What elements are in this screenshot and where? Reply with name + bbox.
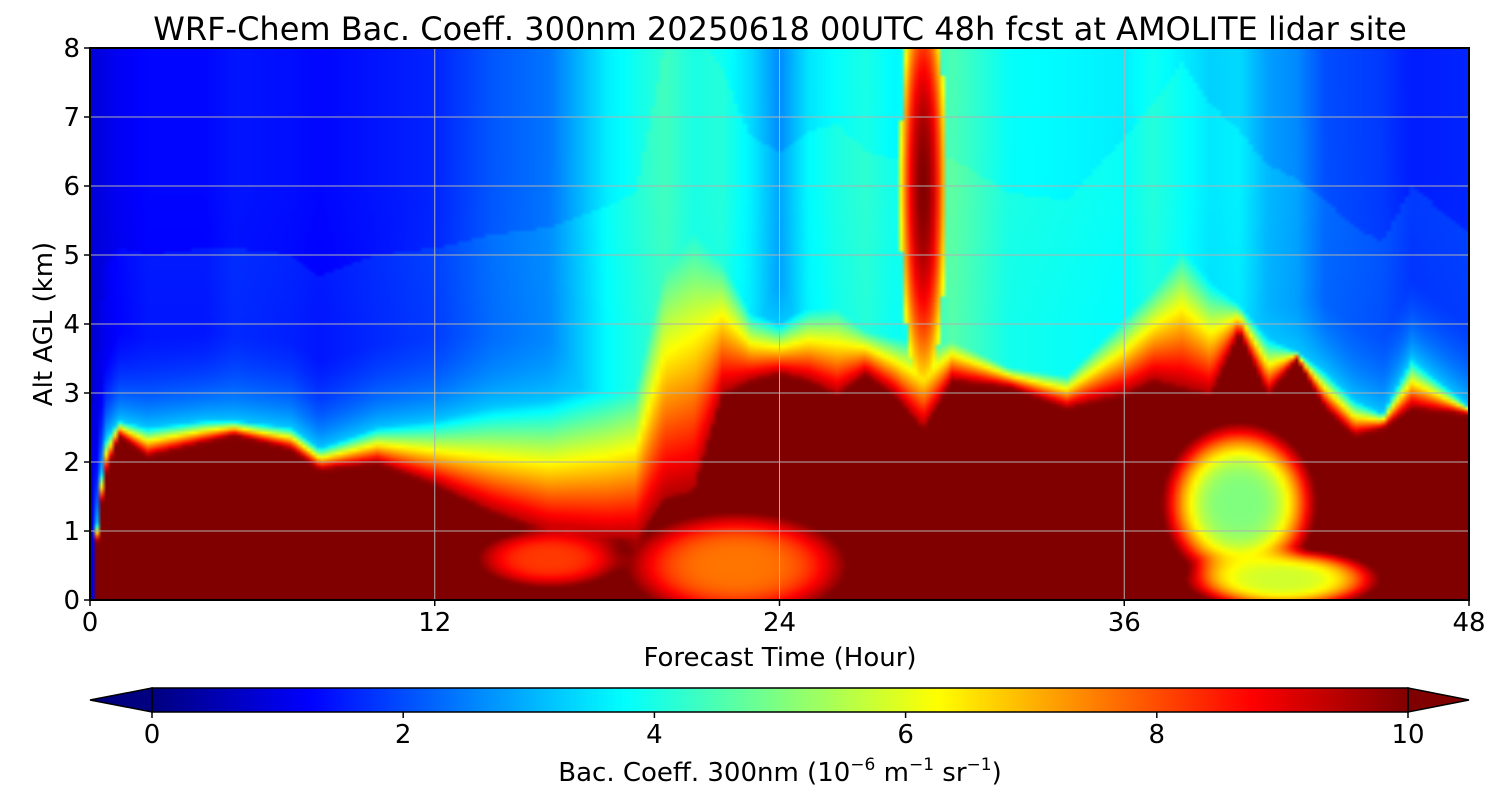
colorbar-tick-label: 0 (144, 720, 161, 750)
y-tick-label: 4 (63, 310, 80, 340)
x-axis-label: Forecast Time (Hour) (643, 643, 916, 673)
chart-title: WRF-Chem Bac. Coeff. 300nm 20250618 00UT… (153, 10, 1407, 48)
colorbar-max-extension (1407, 687, 1470, 713)
y-tick-label: 7 (63, 103, 80, 133)
x-tick-label: 36 (1108, 608, 1141, 638)
colorbar-tick-label: 6 (897, 720, 914, 750)
colorbar-tick-label: 8 (1149, 720, 1166, 750)
colorbar-tick-label: 4 (646, 720, 663, 750)
colorbar-gradient (152, 688, 1408, 712)
colorbar: 0 2 4 6 8 10 Bac. Coeff. 300nm (10−6 m−1 sr−1… (89, 687, 1470, 788)
colorbar-frame (151, 687, 1409, 713)
y-tick-label: 5 (63, 241, 80, 271)
y-tick-label: 8 (63, 34, 80, 64)
x-tick-label: 24 (763, 608, 796, 638)
x-tick-label: 12 (418, 608, 451, 638)
x-tick-label: 0 (82, 608, 99, 638)
grid-lines (90, 48, 1469, 600)
colorbar-label: Bac. Coeff. 300nm (10−6 m−1 sr−1) (558, 755, 1001, 788)
y-tick-label: 2 (63, 448, 80, 478)
y-tick-label: 1 (63, 517, 80, 547)
colorbar-ticks: 0 2 4 6 8 10 (144, 712, 1425, 750)
y-tick-label: 6 (63, 172, 80, 202)
y-axis: 0 1 2 3 4 5 6 7 8 (63, 34, 90, 616)
y-tick-label: 3 (63, 379, 80, 409)
x-tick-label: 48 (1452, 608, 1485, 638)
colorbar-tick-label: 10 (1391, 720, 1424, 750)
y-tick-label: 0 (63, 586, 80, 616)
y-axis-label: Alt AGL (km) (29, 242, 59, 406)
colorbar-tick-label: 2 (395, 720, 412, 750)
x-axis: 0 12 24 36 48 (82, 600, 1486, 638)
colorbar-min-extension (89, 687, 153, 713)
